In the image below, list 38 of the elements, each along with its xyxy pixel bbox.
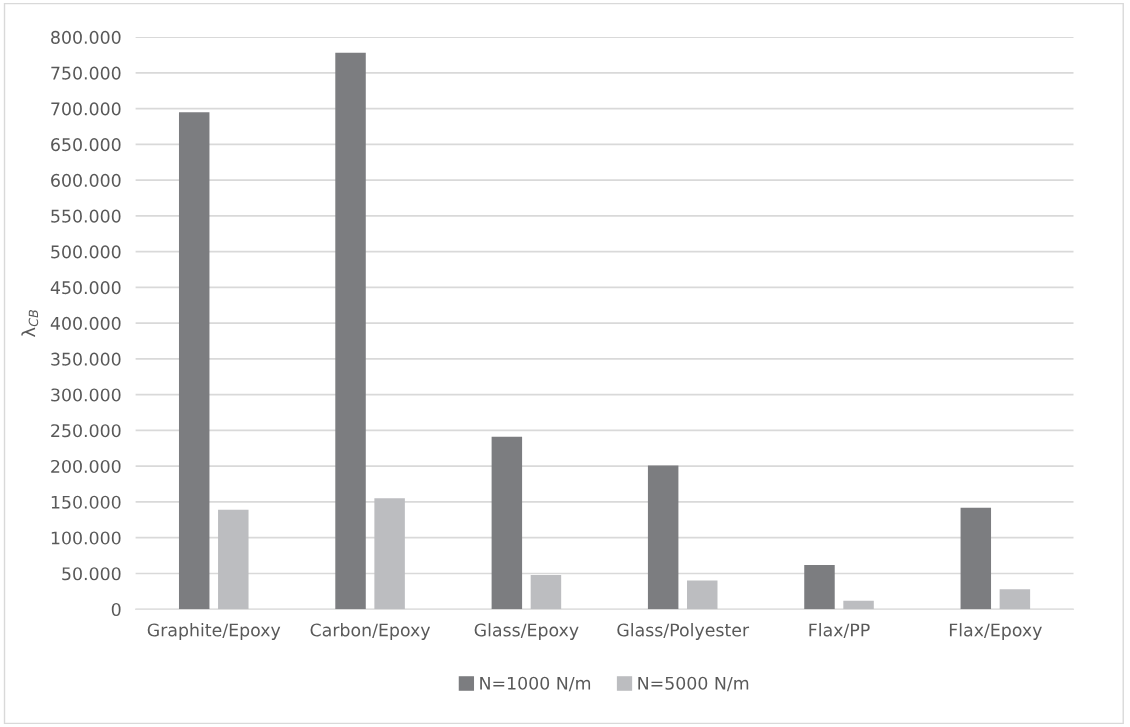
- y-tick-label: 400.000: [50, 316, 121, 330]
- y-tick-label: 100.000: [51, 531, 121, 545]
- bar: [530, 574, 562, 610]
- y-tick-label: 300.000: [51, 388, 121, 402]
- bar: [218, 509, 249, 610]
- y-tick-label: 700.000: [51, 102, 121, 116]
- y-axis-title: λ$_{CB}$: [21, 310, 39, 338]
- bar: [960, 507, 992, 610]
- y-tick-label: 0: [111, 602, 121, 617]
- x-tick-label: Graphite/Epoxy: [147, 623, 281, 640]
- y-tick-label: 550.000: [51, 209, 121, 223]
- x-tick-label: Carbon/Epoxy: [310, 623, 431, 640]
- x-tick-label: Glass/Polyester: [617, 623, 750, 640]
- bar: [647, 465, 679, 610]
- bar: [843, 600, 874, 610]
- y-tick-label: 250.000: [51, 424, 121, 438]
- y-tick-label: 600.000: [51, 173, 121, 187]
- y-tick-label: 750.000: [51, 66, 121, 80]
- y-tick-label: 350.000: [51, 352, 121, 366]
- bar: [804, 564, 835, 610]
- y-tick-label: 150.000: [51, 495, 121, 509]
- x-tick-label: Flax/PP: [809, 623, 870, 638]
- y-tick-label: 50.000: [62, 567, 121, 581]
- y-tick-label: 500.000: [51, 245, 121, 259]
- y-tick-label: 650.000: [51, 138, 121, 152]
- y-tick-label: 450.000: [50, 281, 121, 295]
- y-tick-label: 200.000: [51, 459, 121, 474]
- bar: [687, 580, 718, 610]
- bar: [335, 52, 366, 610]
- y-tick-label: 800.000: [51, 30, 121, 44]
- bar: [178, 112, 210, 610]
- bar: [491, 436, 523, 610]
- bar: [999, 589, 1031, 610]
- legend-label: N=5000 N/m: [638, 676, 749, 692]
- legend-label: N=1000 N/m: [480, 676, 591, 692]
- x-tick-label: Flax/Epoxy: [949, 623, 1042, 640]
- bar: [374, 498, 405, 610]
- x-tick-label: Glass/Epoxy: [474, 623, 579, 640]
